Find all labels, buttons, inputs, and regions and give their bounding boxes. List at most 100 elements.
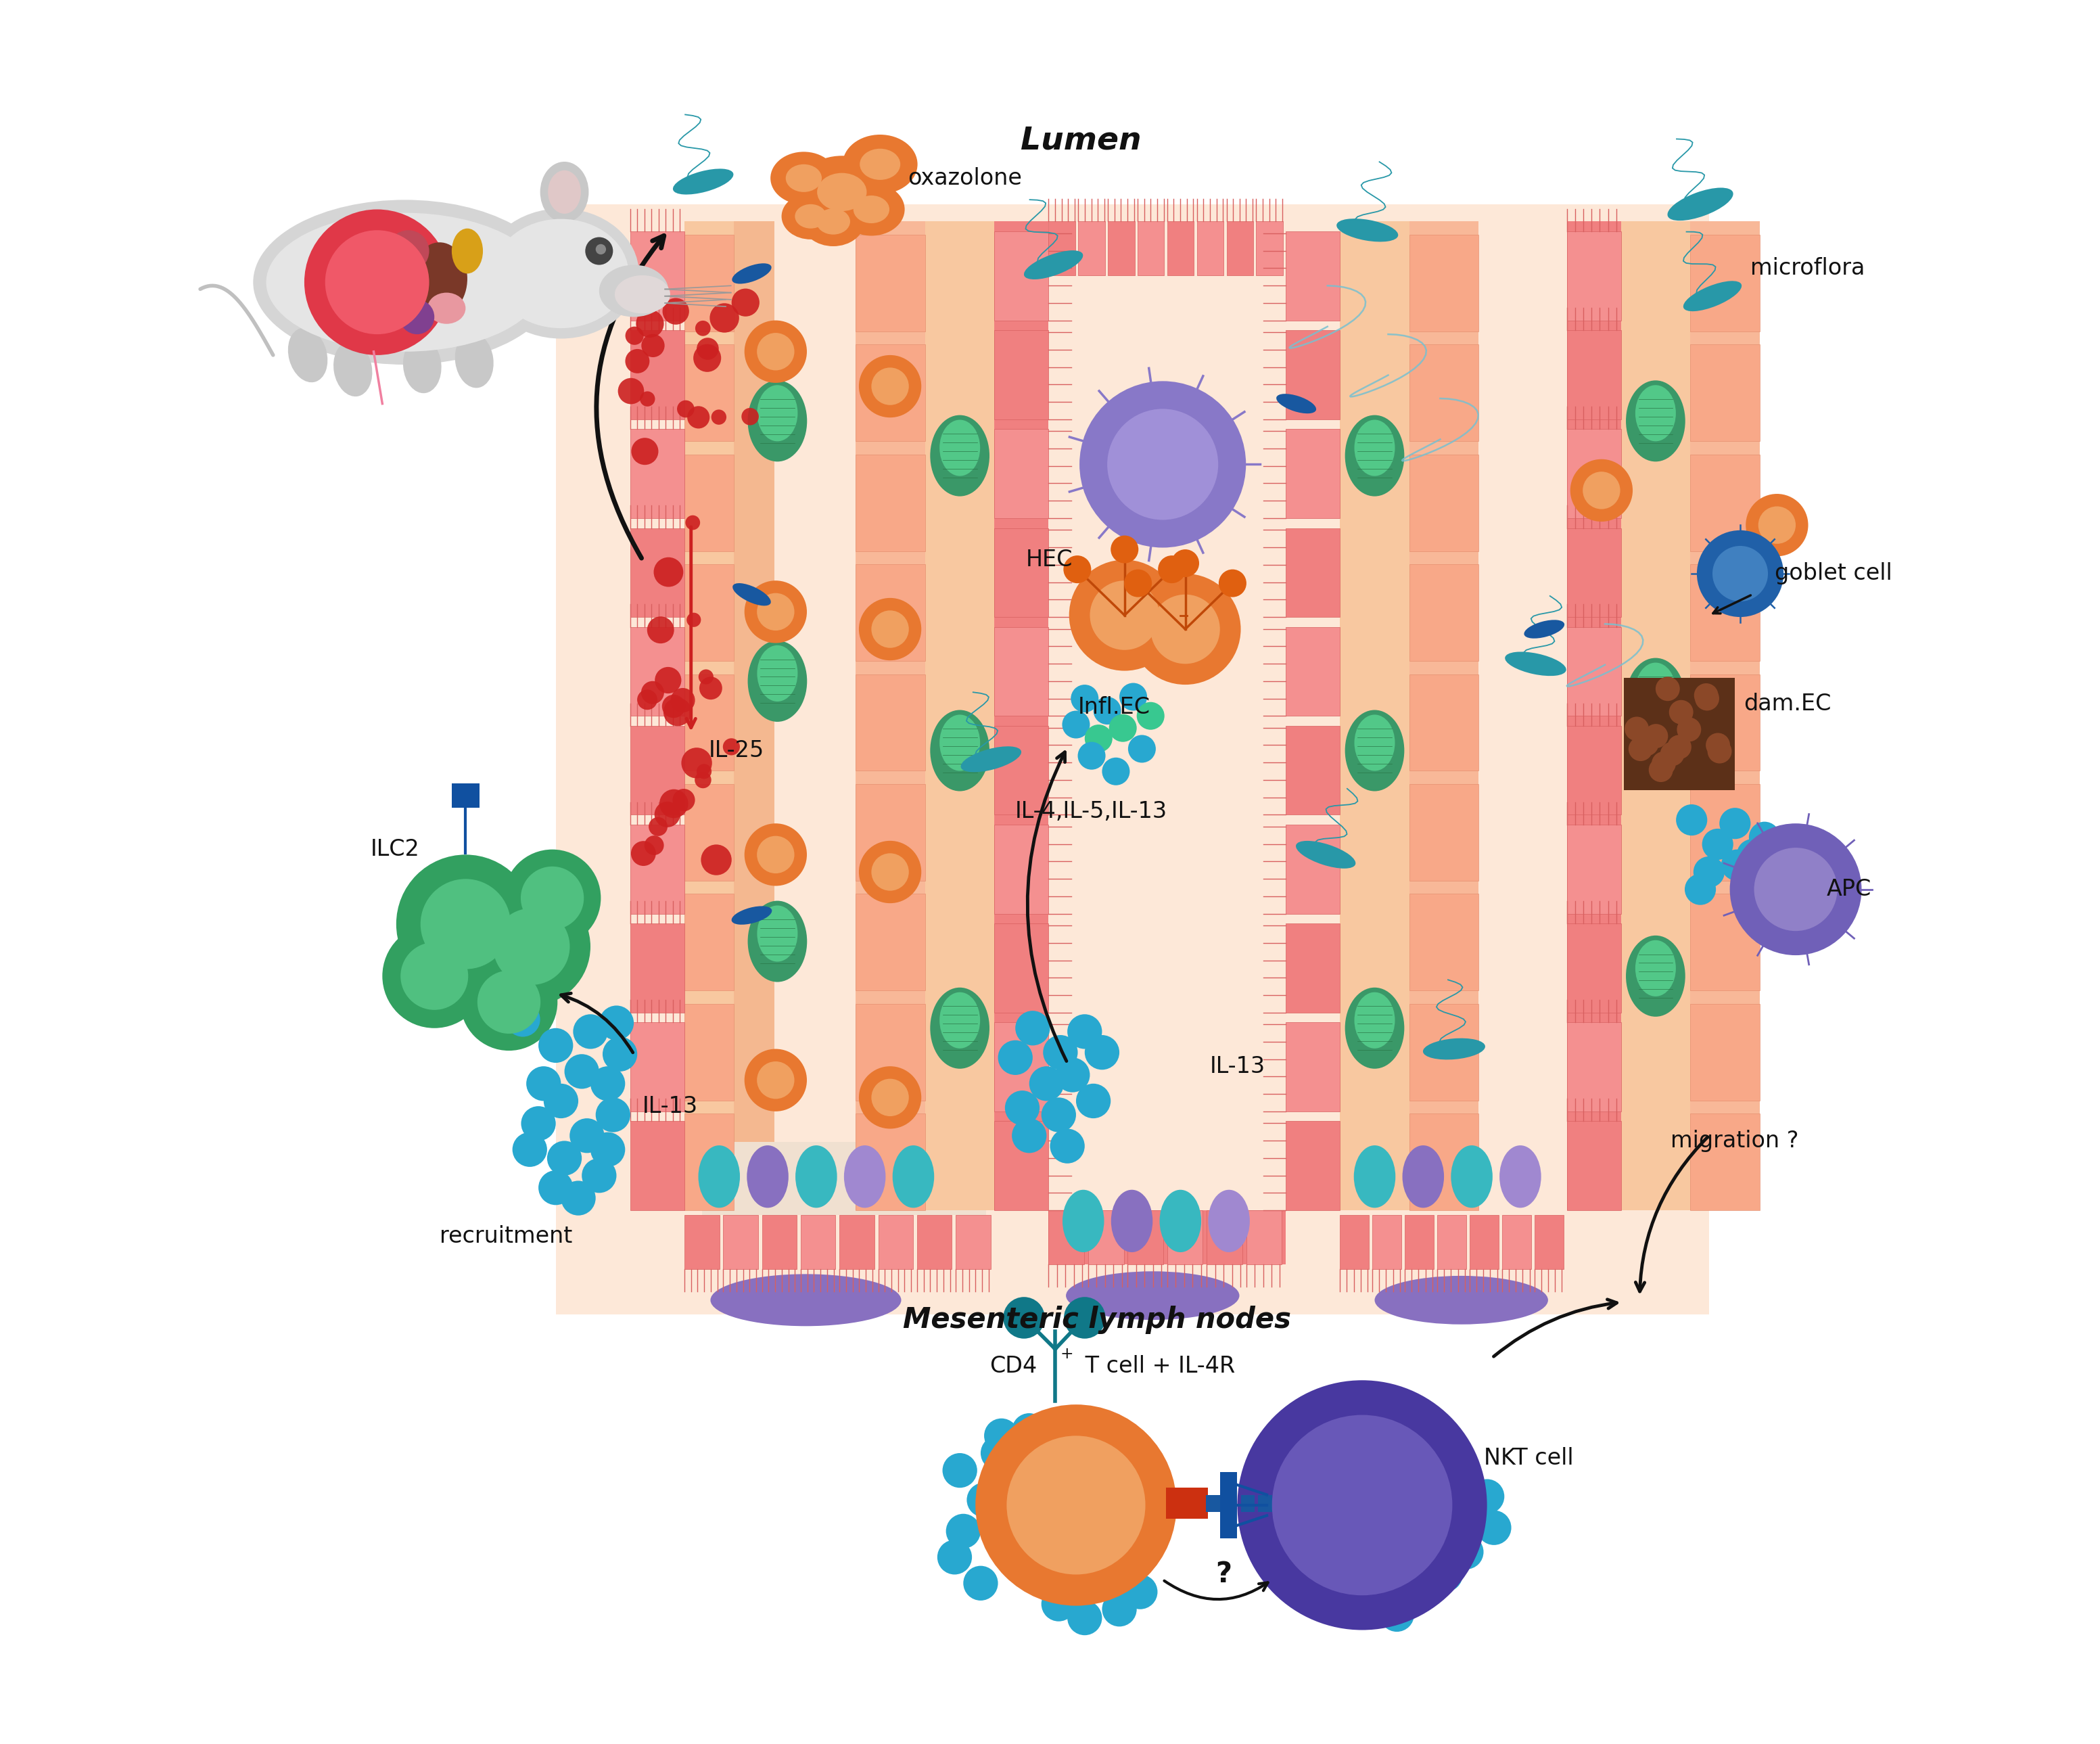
- Ellipse shape: [1336, 218, 1399, 242]
- Bar: [995, 1121, 1048, 1210]
- Circle shape: [1077, 741, 1105, 769]
- Circle shape: [695, 771, 712, 788]
- Circle shape: [756, 333, 794, 370]
- Bar: [1138, 221, 1163, 276]
- Circle shape: [693, 344, 720, 371]
- Circle shape: [710, 303, 739, 333]
- Bar: [1436, 1216, 1466, 1270]
- Circle shape: [1745, 494, 1808, 556]
- Bar: [1168, 1210, 1203, 1264]
- Text: ILC2: ILC2: [370, 839, 420, 860]
- Circle shape: [1002, 1465, 1035, 1500]
- Bar: [452, 783, 479, 807]
- Circle shape: [659, 790, 689, 818]
- Bar: [685, 785, 735, 881]
- Bar: [800, 1216, 836, 1270]
- Ellipse shape: [771, 152, 838, 204]
- Bar: [995, 330, 1048, 419]
- Circle shape: [1651, 752, 1676, 776]
- Bar: [1567, 924, 1621, 1013]
- Ellipse shape: [710, 1275, 901, 1325]
- Bar: [1409, 235, 1478, 331]
- Circle shape: [981, 1435, 1014, 1470]
- Circle shape: [1720, 807, 1751, 839]
- Bar: [1470, 1216, 1499, 1270]
- Circle shape: [1111, 535, 1138, 563]
- Ellipse shape: [930, 987, 989, 1069]
- Bar: [1690, 675, 1760, 771]
- Text: Infl.EC: Infl.EC: [1077, 696, 1151, 719]
- Ellipse shape: [930, 710, 989, 792]
- Ellipse shape: [1636, 385, 1676, 441]
- Bar: [722, 1216, 758, 1270]
- Bar: [857, 675, 926, 771]
- Circle shape: [1054, 1057, 1090, 1092]
- Circle shape: [697, 338, 718, 359]
- Ellipse shape: [1354, 420, 1394, 476]
- Circle shape: [640, 682, 664, 705]
- Circle shape: [1102, 1592, 1136, 1627]
- Bar: [685, 1114, 735, 1210]
- Text: NKT cell: NKT cell: [1483, 1448, 1573, 1470]
- Circle shape: [460, 954, 556, 1050]
- Bar: [857, 455, 926, 551]
- Circle shape: [1722, 849, 1751, 881]
- Circle shape: [1449, 1535, 1483, 1570]
- Circle shape: [1338, 1418, 1373, 1453]
- Bar: [1224, 1495, 1237, 1512]
- Ellipse shape: [838, 183, 905, 235]
- Ellipse shape: [428, 293, 466, 324]
- Circle shape: [1310, 1430, 1344, 1465]
- Circle shape: [1124, 569, 1153, 596]
- Bar: [1690, 1005, 1760, 1100]
- Circle shape: [632, 438, 659, 466]
- Bar: [1285, 726, 1340, 814]
- Ellipse shape: [288, 328, 328, 382]
- Ellipse shape: [598, 265, 668, 317]
- Bar: [857, 345, 926, 441]
- Bar: [1409, 565, 1478, 661]
- Circle shape: [655, 802, 680, 827]
- Bar: [1220, 1472, 1237, 1496]
- Circle shape: [521, 1106, 556, 1141]
- Circle shape: [1071, 685, 1098, 712]
- Ellipse shape: [1344, 710, 1405, 792]
- Ellipse shape: [1354, 992, 1394, 1048]
- Circle shape: [859, 598, 922, 661]
- Bar: [926, 221, 995, 1210]
- Circle shape: [630, 841, 655, 867]
- Circle shape: [1380, 1598, 1413, 1632]
- Bar: [1623, 678, 1735, 790]
- Circle shape: [1655, 677, 1680, 701]
- Ellipse shape: [748, 902, 806, 982]
- Ellipse shape: [939, 992, 981, 1048]
- Text: ?: ?: [1216, 1561, 1231, 1589]
- Ellipse shape: [853, 195, 890, 223]
- Bar: [995, 528, 1048, 617]
- Bar: [995, 1022, 1048, 1111]
- Ellipse shape: [672, 169, 733, 195]
- Circle shape: [565, 1053, 598, 1088]
- Circle shape: [1151, 595, 1220, 664]
- Text: recruitment: recruitment: [439, 1224, 573, 1247]
- Circle shape: [1119, 684, 1147, 712]
- Bar: [1285, 924, 1340, 1013]
- Bar: [995, 626, 1048, 715]
- Bar: [1567, 726, 1621, 814]
- Circle shape: [590, 1132, 626, 1167]
- Text: Mesenteric lymph nodes: Mesenteric lymph nodes: [903, 1306, 1292, 1334]
- Bar: [1285, 330, 1340, 419]
- Circle shape: [945, 1514, 981, 1549]
- Bar: [1256, 221, 1283, 276]
- Circle shape: [636, 689, 657, 710]
- Circle shape: [872, 1080, 909, 1116]
- Circle shape: [401, 942, 468, 1010]
- Bar: [1166, 1488, 1186, 1519]
- Circle shape: [1063, 712, 1090, 738]
- Text: IL-25: IL-25: [708, 739, 764, 762]
- Circle shape: [1649, 759, 1674, 781]
- Circle shape: [1476, 1510, 1512, 1545]
- Text: APC: APC: [1827, 879, 1871, 900]
- Circle shape: [672, 788, 695, 811]
- Circle shape: [548, 1141, 582, 1175]
